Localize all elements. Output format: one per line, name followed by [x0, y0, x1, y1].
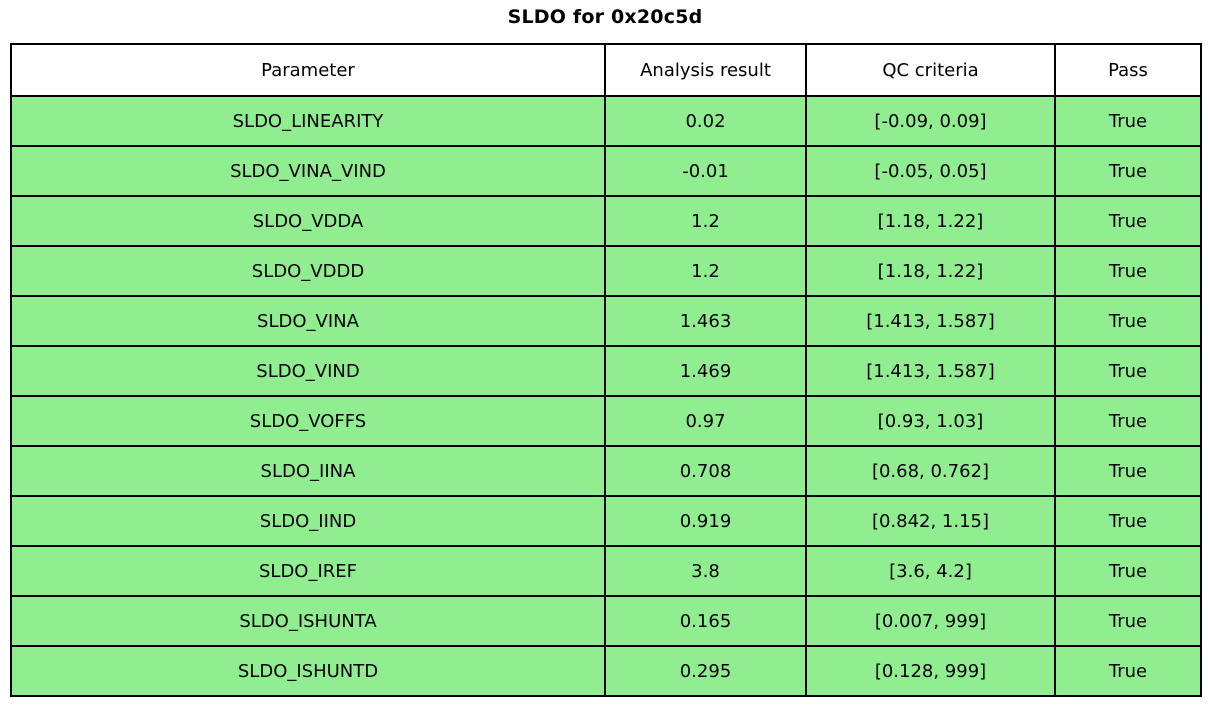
cell-pass: True — [1054, 245, 1202, 297]
cell-qc-criteria: [0.68, 0.762] — [805, 445, 1056, 497]
qc-results-table: Parameter Analysis result QC criteria Pa… — [10, 43, 1202, 697]
cell-analysis-result: 0.295 — [604, 645, 807, 697]
cell-pass: True — [1054, 345, 1202, 397]
cell-pass: True — [1054, 445, 1202, 497]
cell-qc-criteria: [1.413, 1.587] — [805, 295, 1056, 347]
cell-qc-criteria: [0.128, 999] — [805, 645, 1056, 697]
cell-parameter: SLDO_ISHUNTD — [10, 645, 606, 697]
col-header-analysis-result: Analysis result — [604, 43, 807, 97]
cell-parameter: SLDO_IREF — [10, 545, 606, 597]
cell-analysis-result: 0.919 — [604, 495, 807, 547]
table-row: SLDO_VOFFS 0.97 [0.93, 1.03] True — [10, 395, 1202, 447]
table-row: SLDO_ISHUNTD 0.295 [0.128, 999] True — [10, 645, 1202, 697]
cell-pass: True — [1054, 295, 1202, 347]
cell-pass: True — [1054, 195, 1202, 247]
table-row: SLDO_VDDD 1.2 [1.18, 1.22] True — [10, 245, 1202, 297]
cell-qc-criteria: [0.842, 1.15] — [805, 495, 1056, 547]
table-row: SLDO_IIND 0.919 [0.842, 1.15] True — [10, 495, 1202, 547]
cell-parameter: SLDO_VDDD — [10, 245, 606, 297]
cell-parameter: SLDO_VIND — [10, 345, 606, 397]
cell-parameter: SLDO_VINA_VIND — [10, 145, 606, 197]
cell-parameter: SLDO_VINA — [10, 295, 606, 347]
col-header-parameter: Parameter — [10, 43, 606, 97]
cell-pass: True — [1054, 645, 1202, 697]
cell-qc-criteria: [1.413, 1.587] — [805, 345, 1056, 397]
table-row: SLDO_VINA_VIND -0.01 [-0.05, 0.05] True — [10, 145, 1202, 197]
cell-analysis-result: 1.2 — [604, 245, 807, 297]
cell-pass: True — [1054, 395, 1202, 447]
cell-analysis-result: -0.01 — [604, 145, 807, 197]
cell-pass: True — [1054, 145, 1202, 197]
col-header-qc-criteria: QC criteria — [805, 43, 1056, 97]
cell-parameter: SLDO_VDDA — [10, 195, 606, 247]
cell-qc-criteria: [1.18, 1.22] — [805, 195, 1056, 247]
cell-pass: True — [1054, 545, 1202, 597]
cell-parameter: SLDO_VOFFS — [10, 395, 606, 447]
cell-pass: True — [1054, 495, 1202, 547]
cell-parameter: SLDO_IIND — [10, 495, 606, 547]
cell-qc-criteria: [-0.09, 0.09] — [805, 95, 1056, 147]
table-row: SLDO_LINEARITY 0.02 [-0.09, 0.09] True — [10, 95, 1202, 147]
cell-parameter: SLDO_ISHUNTA — [10, 595, 606, 647]
cell-analysis-result: 0.97 — [604, 395, 807, 447]
cell-qc-criteria: [3.6, 4.2] — [805, 545, 1056, 597]
cell-analysis-result: 0.02 — [604, 95, 807, 147]
cell-pass: True — [1054, 95, 1202, 147]
page-title: SLDO for 0x20c5d — [507, 6, 703, 28]
cell-parameter: SLDO_LINEARITY — [10, 95, 606, 147]
cell-qc-criteria: [0.93, 1.03] — [805, 395, 1056, 447]
table-row: SLDO_IREF 3.8 [3.6, 4.2] True — [10, 545, 1202, 597]
col-header-pass: Pass — [1054, 43, 1202, 97]
table-row: SLDO_ISHUNTA 0.165 [0.007, 999] True — [10, 595, 1202, 647]
header-row: Parameter Analysis result QC criteria Pa… — [10, 43, 1202, 97]
cell-pass: True — [1054, 595, 1202, 647]
table-row: SLDO_IINA 0.708 [0.68, 0.762] True — [10, 445, 1202, 497]
cell-analysis-result: 3.8 — [604, 545, 807, 597]
table-row: SLDO_VINA 1.463 [1.413, 1.587] True — [10, 295, 1202, 347]
table-row: SLDO_VIND 1.469 [1.413, 1.587] True — [10, 345, 1202, 397]
cell-analysis-result: 0.708 — [604, 445, 807, 497]
cell-parameter: SLDO_IINA — [10, 445, 606, 497]
cell-analysis-result: 1.463 — [604, 295, 807, 347]
cell-analysis-result: 1.469 — [604, 345, 807, 397]
cell-analysis-result: 0.165 — [604, 595, 807, 647]
table-row: SLDO_VDDA 1.2 [1.18, 1.22] True — [10, 195, 1202, 247]
cell-qc-criteria: [0.007, 999] — [805, 595, 1056, 647]
cell-analysis-result: 1.2 — [604, 195, 807, 247]
cell-qc-criteria: [1.18, 1.22] — [805, 245, 1056, 297]
cell-qc-criteria: [-0.05, 0.05] — [805, 145, 1056, 197]
